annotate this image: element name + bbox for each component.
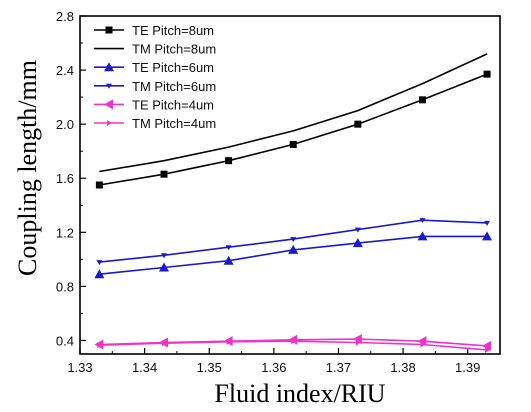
series-4 <box>96 218 491 266</box>
data-point <box>226 338 232 345</box>
legend-marker <box>105 26 113 34</box>
x-tick-label: 1.34 <box>132 360 157 375</box>
x-tick-label: 1.36 <box>261 360 286 375</box>
legend-item: TM Pitch=8um <box>94 42 216 57</box>
legend-item: TM Pitch=4um <box>94 116 216 131</box>
legend-label: TM Pitch=8um <box>132 42 216 57</box>
series-3 <box>94 231 493 279</box>
y-tick-label: 0.4 <box>56 333 74 348</box>
data-point <box>291 338 297 345</box>
data-point <box>95 181 103 189</box>
data-point <box>94 269 105 279</box>
y-axis-title: Coupling length/mm <box>13 60 42 276</box>
x-axis-ticks: 1.33 1.34 1.35 1.36 1.37 1.38 1.39 <box>67 348 480 375</box>
data-point <box>417 231 428 241</box>
data-point <box>159 262 169 272</box>
x-tick-label: 1.39 <box>455 360 480 375</box>
y-axis-ticks: 0.4 0.8 1.2 1.6 2.0 2.4 2.8 <box>56 9 86 348</box>
data-point <box>352 334 362 345</box>
data-point <box>161 253 167 259</box>
data-point <box>483 70 491 78</box>
legend-marker <box>107 120 112 126</box>
data-point <box>96 260 103 266</box>
data-point <box>482 231 493 241</box>
data-point <box>485 346 491 353</box>
y-tick-label: 2.4 <box>56 63 74 78</box>
data-point <box>419 218 426 224</box>
data-point <box>355 339 361 346</box>
legend: TE Pitch=8um TM Pitch=8um TE Pitch=6um TM P… <box>94 23 216 131</box>
data-point <box>420 341 426 348</box>
legend-marker <box>106 83 112 89</box>
legend-item: TE Pitch=8um <box>94 23 214 38</box>
y-tick-label: 0.8 <box>56 279 74 294</box>
series-line <box>99 53 488 173</box>
x-tick-label: 1.35 <box>197 360 222 375</box>
plot-border <box>79 15 501 355</box>
legend-marker <box>104 62 114 72</box>
legend-item: TE Pitch=4um <box>94 97 214 112</box>
y-tick-label: 2.0 <box>56 117 74 132</box>
data-point <box>417 336 427 347</box>
y-tick-label: 1.6 <box>56 171 74 186</box>
x-tick-label: 1.37 <box>326 360 351 375</box>
data-point <box>160 170 168 178</box>
plot-frame <box>79 15 501 355</box>
series-6 <box>97 338 491 353</box>
series-2 <box>99 53 488 173</box>
legend-item: TE Pitch=6um <box>94 60 214 75</box>
data-point <box>225 157 233 165</box>
y-tick-label: 2.8 <box>56 9 74 24</box>
data-point <box>354 227 361 233</box>
series-1 <box>95 70 491 189</box>
data-point <box>418 96 426 104</box>
data-point <box>225 245 232 251</box>
data-point <box>484 220 491 226</box>
data-point <box>354 120 362 128</box>
data-point <box>289 140 297 148</box>
x-axis-title: Fluid index/RIU <box>214 379 385 408</box>
data-point <box>352 238 363 248</box>
legend-label: TE Pitch=4um <box>132 97 214 112</box>
x-tick-label: 1.38 <box>390 360 415 375</box>
data-point <box>162 340 167 347</box>
legend-marker <box>104 99 113 110</box>
data-point <box>223 255 234 265</box>
x-tick-label: 1.33 <box>67 360 92 375</box>
legend-label: TE Pitch=6um <box>132 60 214 75</box>
data-point <box>482 340 492 351</box>
data-point <box>97 342 103 349</box>
legend-label: TE Pitch=8um <box>132 23 214 38</box>
legend-item: TM Pitch=6um <box>94 79 216 94</box>
data-point <box>288 244 299 254</box>
y-tick-label: 1.2 <box>56 225 74 240</box>
legend-label: TM Pitch=6um <box>132 79 216 94</box>
legend-label: TM Pitch=4um <box>132 116 216 131</box>
series-layer <box>94 53 493 353</box>
data-point <box>290 237 297 243</box>
